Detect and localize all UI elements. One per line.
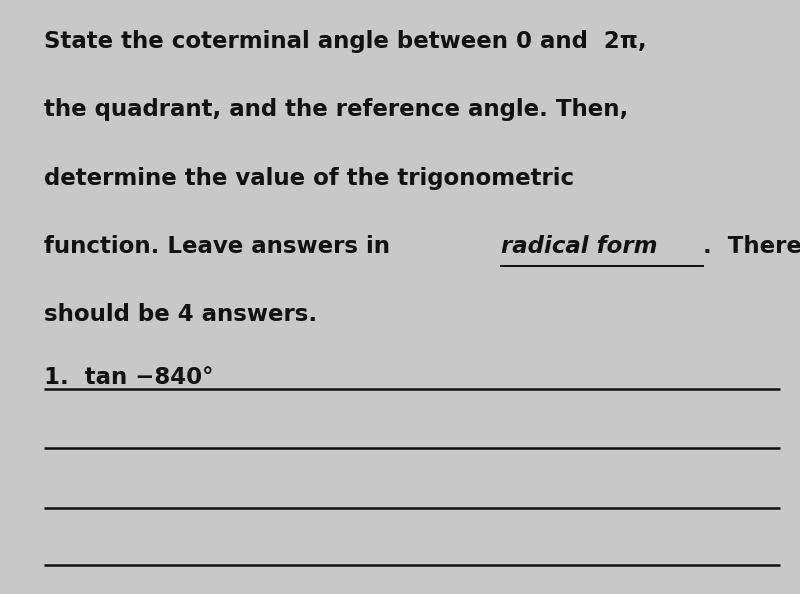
Text: .  There: . There [702, 235, 800, 258]
Text: State the coterminal angle between 0 and  2π,: State the coterminal angle between 0 and… [44, 30, 646, 53]
Text: function. Leave answers in: function. Leave answers in [44, 235, 398, 258]
Text: determine the value of the trigonometric: determine the value of the trigonometric [44, 167, 574, 189]
Text: the quadrant, and the reference angle. Then,: the quadrant, and the reference angle. T… [44, 99, 628, 121]
Text: should be 4 answers.: should be 4 answers. [44, 304, 317, 326]
Text: 1.  tan −840°: 1. tan −840° [44, 366, 214, 388]
Text: radical form: radical form [501, 235, 658, 258]
